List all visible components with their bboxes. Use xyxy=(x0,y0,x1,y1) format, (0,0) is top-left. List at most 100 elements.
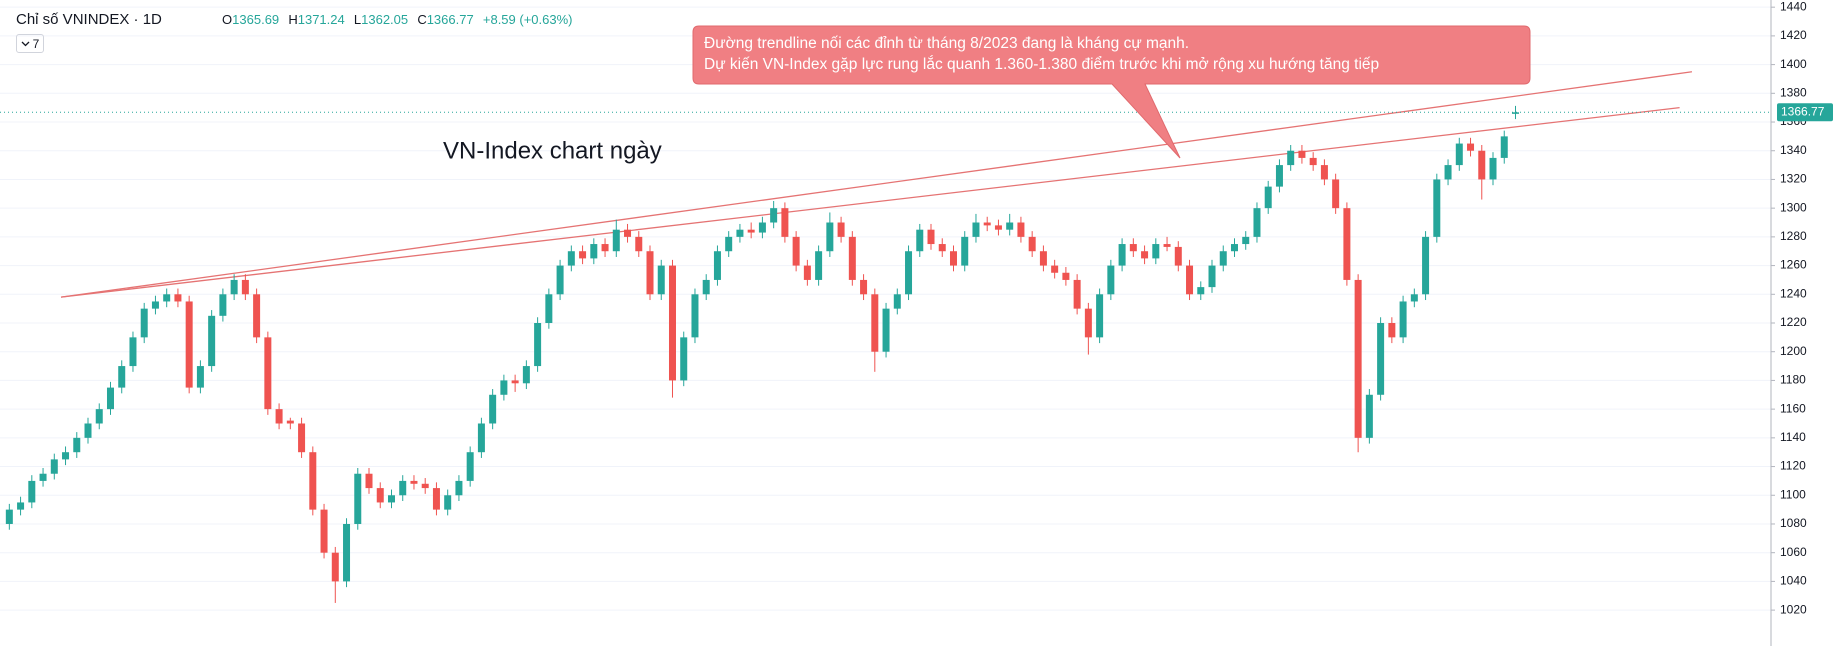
candle-body xyxy=(106,387,114,410)
candle-body xyxy=(1152,244,1160,259)
candle-body xyxy=(1230,244,1238,252)
candle-body xyxy=(1028,236,1036,252)
candle-body xyxy=(511,380,519,384)
candle-body xyxy=(1343,208,1351,280)
trendline xyxy=(60,71,1693,298)
candle-body xyxy=(1163,244,1171,247)
candle-body xyxy=(522,366,530,384)
candle-body xyxy=(309,452,317,510)
ohlc-label: H xyxy=(288,12,298,27)
symbol[interactable]: Chỉ số VNINDEX · 1D xyxy=(16,11,162,28)
y-tick-label: 1120 xyxy=(1780,459,1806,473)
candle-body xyxy=(792,236,800,266)
candle-body xyxy=(477,423,485,453)
y-tick-label: 1060 xyxy=(1780,545,1807,559)
ohlc-value: 1365.69 xyxy=(232,12,280,27)
candle-body xyxy=(264,337,272,410)
candle-body xyxy=(736,229,744,237)
callout-box xyxy=(692,25,1531,159)
candle-body xyxy=(567,251,575,266)
candle-body xyxy=(17,502,25,510)
candle-body xyxy=(1287,150,1295,166)
candle-body xyxy=(1422,236,1430,295)
candle-body xyxy=(1275,165,1283,187)
candle-body xyxy=(758,222,766,233)
candle-body xyxy=(713,251,721,280)
candle-body xyxy=(39,473,47,481)
y-tick-label: 1440 xyxy=(1780,0,1807,13)
candle-body xyxy=(1219,251,1227,266)
candle-body xyxy=(1298,150,1306,158)
candle-body xyxy=(893,294,901,309)
candle-body xyxy=(399,480,407,496)
candle-body xyxy=(1084,308,1092,338)
ohlc-value: 1366.77 xyxy=(426,12,474,27)
candle-body xyxy=(1174,246,1182,266)
candle-body xyxy=(1354,279,1362,438)
y-tick-label: 1280 xyxy=(1780,229,1807,243)
candle-body xyxy=(938,244,946,252)
candle-body xyxy=(770,208,778,223)
y-tick-label: 1140 xyxy=(1780,430,1806,444)
candle-body xyxy=(747,229,755,233)
candle-body xyxy=(286,420,294,424)
candle-body xyxy=(466,452,474,481)
candle-body xyxy=(1017,222,1025,237)
candle-body xyxy=(196,366,204,388)
y-tick-label: 1260 xyxy=(1780,258,1807,272)
candle-body xyxy=(185,301,193,388)
y-tick-label: 1380 xyxy=(1780,85,1807,99)
candle-body xyxy=(253,294,261,338)
ohlc-label: O xyxy=(222,12,233,27)
change: +8.59 (+0.63%) xyxy=(482,12,573,27)
candle-body xyxy=(1489,157,1497,180)
candle-body xyxy=(84,423,92,438)
candle-body xyxy=(601,244,609,252)
chevron-icon xyxy=(21,41,30,46)
last-price-label: 1366.77 xyxy=(1781,104,1825,118)
candle-body xyxy=(95,409,103,424)
candle-body xyxy=(848,236,856,280)
candle-body xyxy=(1320,165,1328,180)
candle-body xyxy=(275,409,283,424)
candle-body xyxy=(725,236,733,252)
candle-body xyxy=(815,251,823,280)
candle-body xyxy=(151,301,159,309)
candle-body xyxy=(646,251,654,295)
y-tick-label: 1300 xyxy=(1780,200,1807,214)
candle-body xyxy=(949,251,957,266)
y-tick-label: 1040 xyxy=(1780,574,1807,588)
candle-body xyxy=(556,265,564,295)
candle-body xyxy=(781,208,789,237)
candle-body xyxy=(230,279,238,295)
y-tick-label: 1340 xyxy=(1780,143,1807,157)
candle-body xyxy=(905,251,913,295)
candle-body xyxy=(1118,244,1126,266)
indicators-count: 7 xyxy=(32,36,40,51)
candle-body xyxy=(129,337,137,367)
indicators-toggle[interactable]: 7 xyxy=(16,34,44,53)
y-tick-label: 1080 xyxy=(1780,516,1807,530)
candle-body xyxy=(826,222,834,252)
candle-body xyxy=(803,265,811,280)
candle-body xyxy=(1096,294,1104,338)
candle-body xyxy=(208,315,216,367)
candle-body xyxy=(1478,150,1486,180)
candle-body xyxy=(590,244,598,259)
candle-body xyxy=(1073,279,1081,309)
y-tick-label: 1200 xyxy=(1780,344,1807,358)
candle-body xyxy=(387,495,395,503)
callout-text: Đường trendline nối các đỉnh từ tháng 8/… xyxy=(704,35,1189,52)
ohlc-label: C xyxy=(417,12,427,27)
y-tick-label: 1420 xyxy=(1780,28,1807,42)
candle-body xyxy=(140,308,148,338)
candle-body xyxy=(1467,143,1475,151)
last-price-box xyxy=(1777,103,1833,122)
candle-body xyxy=(657,265,665,295)
chart-title: VN-Index chart ngày xyxy=(443,137,662,164)
y-tick-label: 1160 xyxy=(1780,401,1806,415)
candle-body xyxy=(365,473,373,489)
candle-body xyxy=(354,473,362,524)
